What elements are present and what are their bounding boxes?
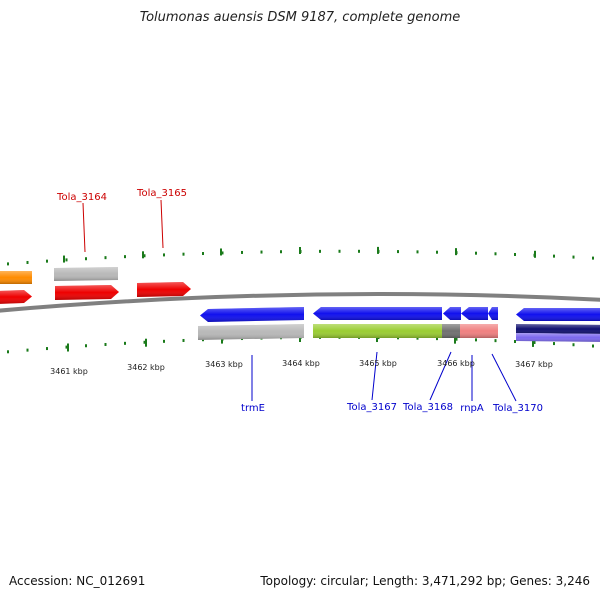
tick-label: 3461 kbp [50,367,88,376]
upper-dot [26,260,29,264]
callout-line [491,353,517,402]
upper-dot [475,251,477,255]
lower-dot [46,347,48,351]
genome-backbone [0,292,600,313]
upper-dot [182,252,185,256]
upper-dot [124,255,126,259]
gene-feature-navy-right [516,324,600,334]
lower-dot [163,339,165,343]
tick-label: 3466 kbp [437,359,475,368]
gene-feature-blue-3167 [313,307,442,320]
lower-dot [572,343,575,347]
gene-label: Tola_3164 [56,192,107,203]
gene-feature-blue-3168 [443,307,461,320]
page-title: Tolumonas auensis DSM 9187, complete gen… [139,10,461,25]
gene-feature-red-3165 [137,282,191,297]
gene-label: Tola_3168 [402,402,453,413]
gene-feature-red-left [0,290,32,304]
gene-label: Tola_3165 [136,188,187,199]
gene-features [0,267,600,342]
upper-dot [65,258,68,262]
gene-feature-green-3167 [313,324,442,338]
lower-dot [494,339,497,343]
gene-feature-gray-trmE [198,324,304,340]
lower-dot [475,338,477,342]
callout-line [371,351,378,401]
upper-dot [85,257,87,261]
tick-label: 3462 kbp [127,363,165,372]
lower-dot [104,342,107,346]
gene-feature-orange-left [0,271,32,284]
upper-dot [514,252,516,256]
lower-dot [514,340,516,344]
lower-dot [7,350,9,354]
lower-dot [143,340,146,344]
gene-callouts: Tola_3164 Tola_3165 trmE Tola_3167 Tola_3168… [56,188,543,414]
tick-label: 3464 kbp [282,359,320,368]
lower-dot [553,342,555,346]
upper-dot [7,262,9,266]
upper-dot [241,250,243,254]
upper-dot [572,255,575,259]
upper-dot [46,259,48,263]
lower-dot [416,336,419,340]
tick-labels: 3461 kbp 3462 kbp 3463 kbp 3464 kbp 3465 kbp… [50,359,553,376]
upper-dot [338,249,341,253]
lower-dot [436,337,438,341]
lower-dot [182,338,185,342]
lower-dot [533,340,536,344]
lower-dot [124,341,126,345]
gene-feature-blue-3170 [488,307,498,320]
upper-dot [553,254,555,258]
callout-line [429,351,452,401]
upper-dot [416,250,419,254]
gene-feature-blue-rnpA [461,307,488,320]
tick-label: 3465 kbp [359,359,397,368]
upper-dot [494,252,497,256]
lower-dot [85,344,87,348]
gene-label: Tola_3170 [492,403,543,414]
gene-label: Tola_3167 [346,402,397,413]
upper-dot [260,250,263,254]
upper-dot [280,250,282,254]
gene-feature-slate-right [516,333,600,342]
gene-feature-gray-3164 [54,267,118,281]
upper-dot [202,252,204,256]
gene-label: trmE [241,403,265,414]
gene-feature-red-3164 [55,285,119,300]
lower-dot [455,337,458,341]
upper-dot [319,249,321,253]
lower-dot [592,344,594,348]
callout-line [160,199,164,249]
lower-dot [26,348,29,352]
gene-label: rnpA [460,403,484,414]
upper-dot [163,253,165,257]
tick-label: 3467 kbp [515,360,553,369]
gene-feature-darkgray-3168 [442,324,460,338]
upper-dot [104,256,107,260]
upper-dot [397,250,399,254]
gene-feature-blue-right [516,308,600,321]
upper-dot [358,249,360,253]
gene-feature-blue-trmE [200,307,304,322]
upper-dot [143,254,146,258]
upper-dot [436,250,438,254]
accession-text: Accession: NC_012691 [9,574,146,588]
genome-stats-text: Topology: circular; Length: 3,471,292 bp… [260,574,590,588]
callout-line [82,202,86,253]
tick-label: 3463 kbp [205,360,243,369]
upper-dot [221,251,224,255]
lower-dot [65,345,68,349]
gene-feature-pink-rnpA [460,324,498,338]
upper-dot [592,256,594,260]
